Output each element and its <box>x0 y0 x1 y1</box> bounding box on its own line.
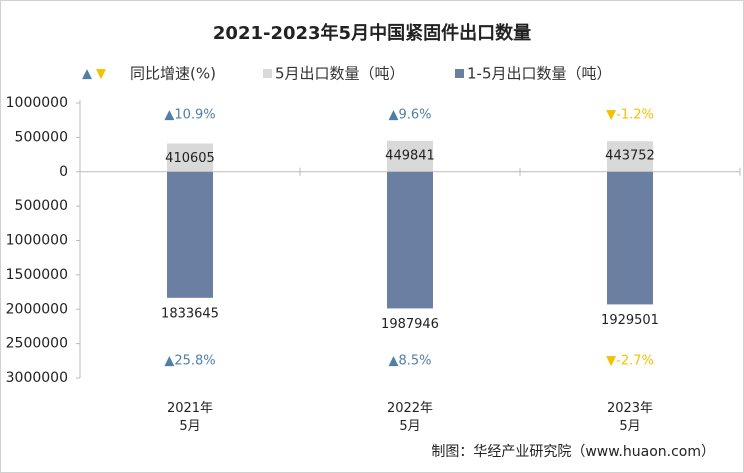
data-label: 1833645 <box>161 306 219 321</box>
bar <box>607 171 653 305</box>
legend-label: 1-5月出口数量（吨） <box>467 65 612 83</box>
bar <box>387 140 433 172</box>
bar <box>167 143 213 172</box>
y-tick-label: 1500000 <box>6 267 68 283</box>
y-tick-label: 0 <box>59 164 68 180</box>
y-tick-label: 2500000 <box>6 336 68 352</box>
growth-label: ▲9.6% <box>388 108 431 123</box>
data-label: 1929501 <box>601 313 659 328</box>
data-label: 443752 <box>605 149 655 164</box>
bar <box>167 171 213 298</box>
x-tick-label: 2023年 5月 <box>606 401 654 434</box>
y-tick-label: 500000 <box>15 129 68 145</box>
y-tick-label: 3000000 <box>6 370 68 386</box>
legend-symbol: ▲ <box>82 67 92 82</box>
bar <box>607 141 653 172</box>
data-label: 449841 <box>385 148 435 163</box>
legend-swatch <box>455 69 464 78</box>
legend-label: 同比增速(%) <box>130 65 216 83</box>
y-tick-label: 1000000 <box>6 95 68 111</box>
x-tick-label: 2021年 5月 <box>166 401 214 434</box>
growth-label: ▼-2.7% <box>606 354 654 369</box>
growth-label: ▲8.5% <box>388 354 431 369</box>
legend-swatch <box>263 69 272 78</box>
y-tick-label: 1000000 <box>6 233 68 249</box>
growth-label: ▲10.9% <box>164 108 215 123</box>
bar <box>387 171 433 309</box>
source: 制图：华经产业研究院（www.huaon.com） <box>431 444 715 460</box>
growth-label: ▼-1.2% <box>606 108 654 123</box>
legend-label: 5月出口数量（吨） <box>275 65 405 83</box>
y-tick-label: 500000 <box>15 198 68 214</box>
data-label: 1987946 <box>381 317 439 332</box>
data-label: 410605 <box>165 151 215 166</box>
y-tick-label: 2000000 <box>6 301 68 317</box>
legend-symbol: ▼ <box>96 67 106 82</box>
growth-label: ▲25.8% <box>164 354 215 369</box>
x-tick-label: 2022年 5月 <box>386 401 434 434</box>
chart-title: 2021-2023年5月中国紧固件出口数量 <box>213 22 531 44</box>
